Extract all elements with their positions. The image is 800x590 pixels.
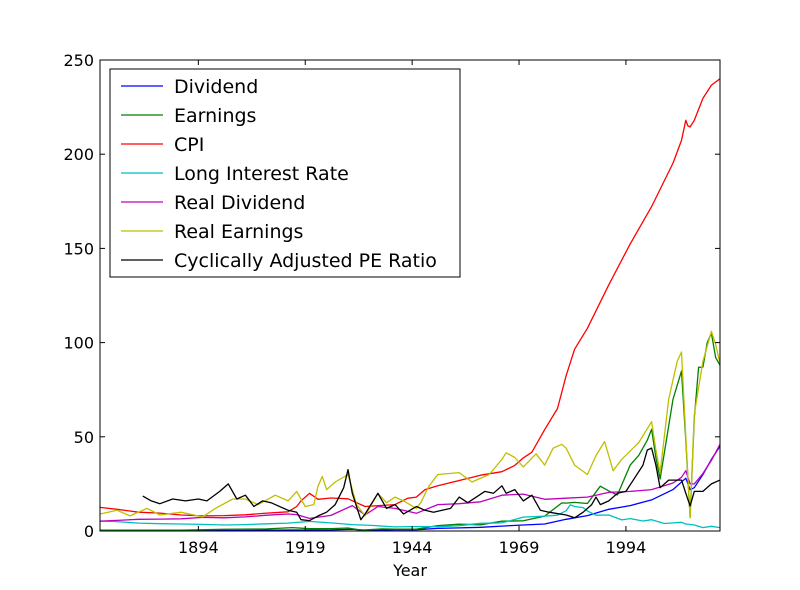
x-tick-label: 1894 [178,538,219,557]
series-line-real-dividend [100,443,720,522]
legend-label-earnings: Earnings [174,105,256,127]
legend-label-dividend: Dividend [174,76,258,98]
y-tick-label: 150 [63,239,94,258]
series-line-long-interest-rate [100,504,720,529]
y-tick-label: 0 [84,522,94,541]
legend-label-real-earnings: Real Earnings [174,221,303,243]
legend: Dividend Earnings CPI Long Interest Rate Rea… [109,68,461,278]
series-line-dividend [100,445,720,531]
ticks-layer: 1894 1919 1944 1969 1994 0 50 100 150 200 250 [63,51,720,557]
legend-label-cpi: CPI [174,134,204,156]
x-tick-label: 1919 [285,538,326,557]
series-line-cpi [100,78,720,517]
plot-frame [99,59,721,532]
x-axis-label: Year [392,561,427,580]
x-tick-label: 1994 [606,538,647,557]
legend-label-real-dividend: Real Dividend [174,192,305,214]
series-layer [100,78,720,531]
series-line-cyclically-adjusted-pe-ratio [142,447,720,522]
legend-label-long-interest-rate: Long Interest Rate [174,163,349,185]
y-tick-label: 50 [74,428,94,447]
y-tick-label: 250 [63,51,94,70]
legend-label-cyclically-adjusted-pe-ratio: Cyclically Adjusted PE Ratio [174,250,437,272]
legend-box [109,68,461,278]
y-tick-label: 100 [63,334,94,353]
x-tick-label: 1944 [392,538,433,557]
x-tick-label: 1969 [499,538,540,557]
y-tick-label: 200 [63,145,94,164]
